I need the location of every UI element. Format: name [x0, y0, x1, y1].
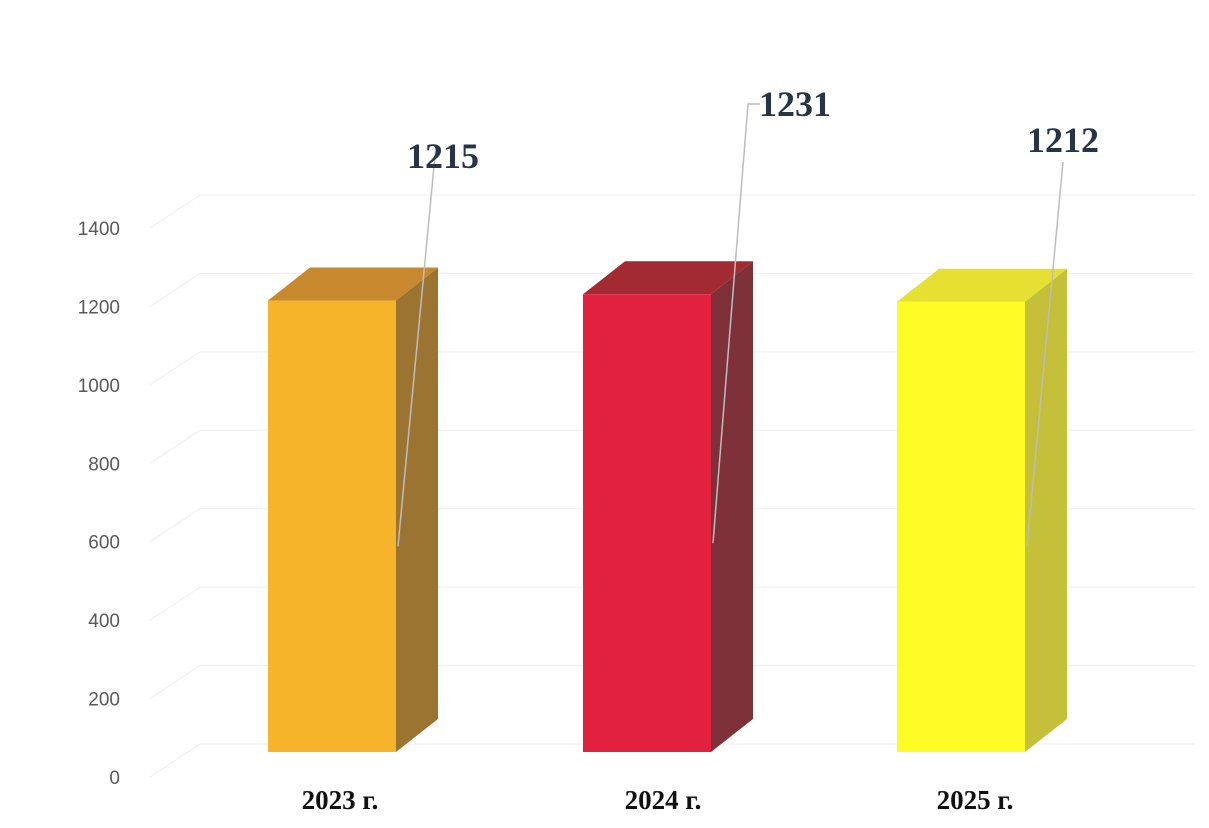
bar-2: [583, 261, 753, 752]
x-category-label: 2023 г.: [302, 785, 379, 815]
bar-top: [897, 268, 1067, 302]
gridline: [149, 272, 1195, 307]
data-label-leaders: [397, 103, 1064, 547]
gridline: [149, 508, 1195, 543]
bar-top: [268, 267, 438, 301]
data-label: 1215: [407, 136, 479, 176]
gridline: [149, 665, 1195, 699]
gridline: [149, 586, 1195, 621]
gridline: [149, 194, 1195, 229]
y-tick-label: 1000: [78, 376, 120, 397]
gridline: [149, 429, 1195, 464]
gridlines: [149, 194, 1195, 778]
y-tick-label: 1400: [78, 219, 120, 240]
y-tick-label: 0: [109, 768, 120, 789]
data-labels: 1215 1231 1212: [407, 84, 1099, 176]
y-tick-label: 400: [88, 611, 120, 632]
y-tick-label: 1200: [78, 297, 120, 318]
bar-side: [711, 261, 753, 752]
data-label: 1212: [1027, 120, 1099, 160]
y-tick-label: 800: [88, 454, 120, 475]
bars: [268, 261, 1067, 752]
bar-front: [583, 294, 711, 752]
data-label: 1231: [759, 84, 831, 124]
leader-line: [397, 144, 437, 547]
x-axis-categories: 2023 г. 2024 г. 2025 г.: [302, 785, 1014, 815]
bar-top: [583, 261, 753, 295]
leader-line: [712, 103, 760, 544]
bar-1: [268, 267, 438, 752]
bar-3: [897, 268, 1067, 752]
leader-line: [1026, 161, 1064, 547]
y-tick-label: 600: [88, 533, 120, 554]
y-tick-label: 200: [88, 690, 120, 711]
bar-side: [396, 267, 438, 752]
gridline: [149, 743, 1195, 778]
x-category-label: 2024 г.: [625, 785, 702, 815]
bar-side: [1025, 268, 1067, 752]
bar-front: [897, 301, 1025, 752]
bar-front: [268, 300, 396, 752]
x-category-label: 2025 г.: [937, 785, 1014, 815]
gridline: [149, 351, 1195, 386]
y-axis-ticks: 0 200 400 600 800 1000 1200 1400: [78, 219, 120, 789]
